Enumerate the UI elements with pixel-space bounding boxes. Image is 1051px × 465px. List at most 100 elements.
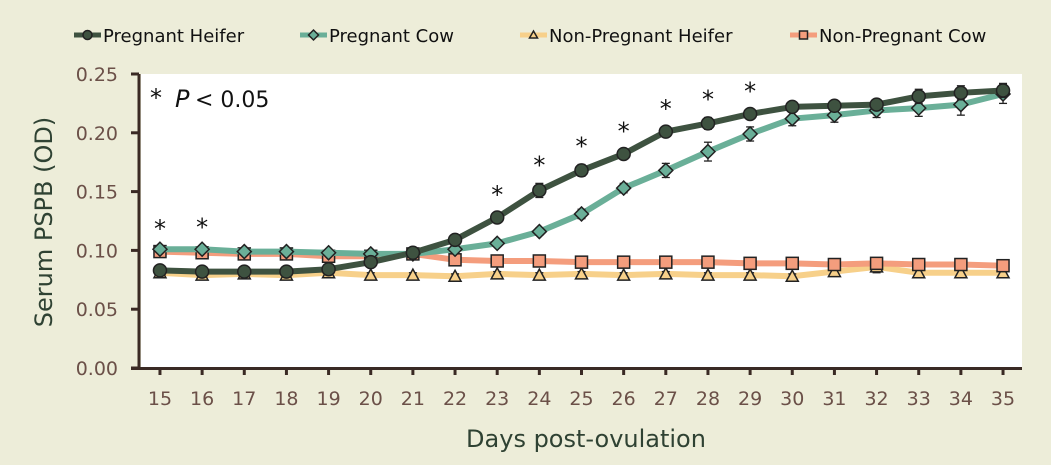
- circle-marker: [321, 261, 336, 277]
- x-tick-label: 27: [654, 388, 678, 410]
- diamond-marker: [320, 244, 337, 261]
- significance-star: *: [618, 117, 630, 145]
- x-tick-label: 21: [401, 388, 425, 410]
- square-marker: [532, 254, 547, 268]
- square-marker: [574, 255, 589, 269]
- diamond-marker: [784, 110, 801, 127]
- legend-item: Pregnant Heifer: [74, 26, 245, 47]
- circle-marker: [785, 99, 800, 115]
- x-tick-label: 35: [991, 388, 1015, 410]
- significance-annotation: * P < 0.05: [150, 84, 269, 113]
- square-marker: [798, 30, 809, 40]
- y-tick-label: 0.05: [76, 299, 118, 321]
- diamond-marker: [657, 162, 674, 179]
- significance-star: *: [491, 181, 503, 209]
- legend-label: Pregnant Heifer: [103, 26, 245, 47]
- axes: 0.00 0.05 0.10 0.15 0.20 0.25 15 16 17 18 19 20 21 22…: [76, 64, 1022, 410]
- circle-marker: [658, 124, 674, 139]
- triangle-marker: [363, 267, 378, 281]
- legend: Pregnant Heifer Pregnant Cow Non-Pregnant …: [74, 26, 986, 47]
- square-marker: [785, 256, 800, 271]
- circle-marker: [911, 89, 926, 104]
- y-tick-label: 0.25: [76, 64, 118, 86]
- circle-marker: [869, 97, 884, 112]
- triangle-marker: [489, 266, 505, 280]
- square-marker: [911, 257, 926, 272]
- annotation-p: P: [175, 85, 190, 113]
- x-tick-label: 25: [569, 388, 593, 410]
- significance-star: *: [702, 86, 714, 114]
- significance-star: *: [744, 77, 756, 105]
- triangle-marker: [742, 267, 758, 281]
- square-marker: [954, 257, 968, 272]
- triangle-marker: [616, 267, 631, 281]
- circle-marker: [279, 264, 294, 279]
- x-tick-label: 17: [232, 388, 256, 410]
- annotation-threshold: < 0.05: [195, 88, 269, 113]
- circle-marker: [742, 106, 758, 122]
- square-marker: [659, 255, 673, 269]
- triangle-marker: [447, 268, 463, 283]
- x-tick-label: 32: [864, 388, 888, 410]
- triangle-marker: [405, 267, 421, 281]
- diamond-marker: [573, 205, 590, 223]
- x-axis-title: Days post-ovulation: [466, 425, 706, 453]
- circle-marker: [194, 264, 210, 279]
- triangle-marker: [911, 265, 926, 279]
- legend-label: Non-Pregnant Cow: [819, 26, 986, 47]
- x-tick-label: 19: [316, 388, 340, 410]
- circle-marker: [700, 116, 716, 131]
- x-tick-label: 18: [274, 388, 298, 410]
- x-tick-label: 31: [822, 388, 846, 410]
- y-tick-label: 0.20: [76, 123, 118, 145]
- significance-star: *: [660, 95, 672, 123]
- significance-star: *: [576, 133, 588, 161]
- circle-marker: [82, 29, 93, 41]
- significance-star: *: [533, 151, 545, 179]
- diamond-marker: [531, 223, 548, 240]
- diamond-marker: [489, 235, 506, 252]
- diamond-marker: [236, 243, 253, 260]
- y-tick-label: 0.15: [76, 182, 118, 204]
- circle-marker: [827, 98, 842, 114]
- diamond-marker: [742, 125, 759, 143]
- x-tick-label: 24: [527, 388, 551, 410]
- circle-marker: [532, 183, 547, 198]
- circle-marker: [574, 163, 589, 178]
- triangle-marker: [532, 267, 547, 281]
- significance-star: *: [196, 214, 208, 242]
- legend-label: Pregnant Cow: [329, 26, 454, 47]
- y-tick-label: 0.00: [76, 358, 118, 380]
- x-tick-label: 33: [907, 388, 931, 410]
- diamond-marker: [699, 143, 717, 160]
- square-marker: [701, 255, 715, 269]
- circle-marker: [405, 245, 421, 261]
- x-tick-label: 15: [148, 388, 172, 410]
- circle-marker: [616, 146, 631, 162]
- square-marker: [869, 256, 884, 271]
- circle-marker: [152, 263, 168, 278]
- diamond-marker: [307, 28, 320, 42]
- series-pregnant-heifer: [152, 82, 1011, 279]
- series-pregnant-cow: [151, 83, 1012, 262]
- diamond-marker: [194, 241, 211, 258]
- x-tick-label: 16: [190, 388, 214, 410]
- square-marker: [490, 254, 504, 268]
- significance-star: *: [154, 215, 166, 243]
- circle-marker: [363, 254, 378, 270]
- x-tick-label: 28: [696, 388, 720, 410]
- x-tick-label: 34: [949, 388, 973, 410]
- triangle-marker: [785, 268, 800, 283]
- series-layer: * * * * * * * * *: [151, 77, 1012, 283]
- square-marker: [743, 256, 757, 271]
- triangle-marker: [700, 267, 716, 281]
- triangle-marker: [574, 266, 589, 280]
- annotation-star: *: [150, 84, 162, 112]
- x-tick-label: 23: [485, 388, 509, 410]
- triangle-marker: [953, 265, 969, 279]
- diamond-marker: [151, 241, 169, 258]
- legend-item: Non-Pregnant Heifer: [520, 26, 733, 47]
- y-axis-title: Serum PSPB (OD): [30, 117, 58, 327]
- circle-marker: [447, 232, 463, 248]
